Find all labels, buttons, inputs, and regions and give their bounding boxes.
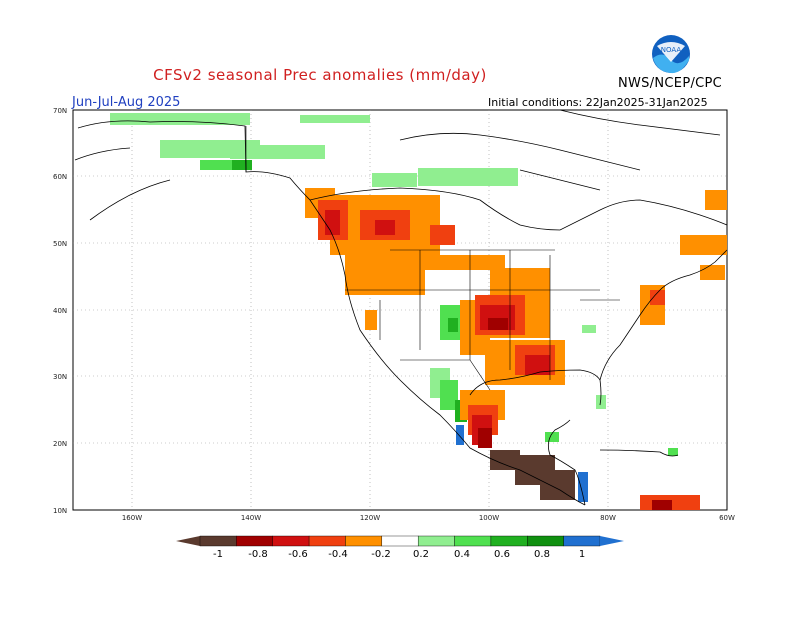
colorbar-swatch — [490, 535, 528, 547]
colorbar-label: -0.2 — [371, 549, 391, 560]
lon-label: 60W — [719, 514, 735, 522]
map-title: CFSv2 seasonal Prec anomalies (mm/day) — [153, 66, 487, 84]
initial-conditions: Initial conditions: 22Jan2025-31Jan2025 — [488, 96, 708, 109]
noaa-logo-icon: NOAA — [652, 35, 690, 74]
latitude-labels: 70N 60N 50N 40N 30N 20N 10N — [53, 107, 67, 515]
longitude-labels: 160W 140W 120W 100W 80W 60W — [122, 514, 735, 522]
lon-label: 80W — [600, 514, 616, 522]
colorbar-label: 0.8 — [534, 549, 550, 560]
colorbar-swatch — [199, 535, 237, 547]
season-label: Jun-Jul-Aug 2025 — [72, 95, 181, 110]
lat-label: 20N — [53, 440, 67, 448]
colorbar-labels: -1 -0.8 -0.6 -0.4 -0.2 0.2 0.4 0.6 0.8 1 — [213, 549, 585, 560]
lat-label: 50N — [53, 240, 67, 248]
colorbar-label: 0.2 — [413, 549, 429, 560]
lat-label: 60N — [53, 173, 67, 181]
colorbar-swatch — [454, 535, 492, 547]
colorbar-label: 1 — [579, 549, 585, 560]
colorbar-low-arrow — [176, 536, 200, 546]
colorbar-swatch — [345, 535, 383, 547]
colorbar-label: -0.4 — [328, 549, 348, 560]
lat-label: 40N — [53, 307, 67, 315]
colorbar-label: -0.8 — [248, 549, 268, 560]
colorbar-swatch — [527, 535, 564, 547]
lat-label: 30N — [53, 373, 67, 381]
colorbar-high-arrow — [600, 536, 624, 546]
colorbar — [176, 535, 624, 547]
lat-label: 10N — [53, 507, 67, 515]
political-borders — [245, 126, 620, 391]
lon-label: 140W — [241, 514, 261, 522]
colorbar-label: 0.6 — [494, 549, 510, 560]
lon-label: 120W — [360, 514, 380, 522]
coastlines — [74, 109, 728, 506]
colorbar-label: -1 — [213, 549, 223, 560]
agency-label: NWS/NCEP/CPC — [618, 76, 723, 91]
colorbar-swatch — [272, 535, 310, 547]
logo-text: NOAA — [661, 46, 682, 54]
colorbar-label: -0.6 — [288, 549, 308, 560]
dry-anomalies-severe — [478, 318, 672, 510]
dry-anomalies-extreme — [490, 450, 575, 500]
colorbar-label: 0.4 — [454, 549, 470, 560]
map-frame — [72, 109, 728, 511]
colorbar-swatch — [563, 535, 601, 547]
colorbar-swatch — [308, 535, 346, 547]
colorbar-swatch — [236, 535, 273, 547]
wet-anomalies-extreme — [456, 425, 588, 502]
colorbar-swatch — [417, 535, 455, 547]
lon-label: 160W — [122, 514, 142, 522]
lat-label: 70N — [53, 107, 67, 115]
lon-label: 100W — [479, 514, 499, 522]
colorbar-swatch — [381, 535, 419, 547]
